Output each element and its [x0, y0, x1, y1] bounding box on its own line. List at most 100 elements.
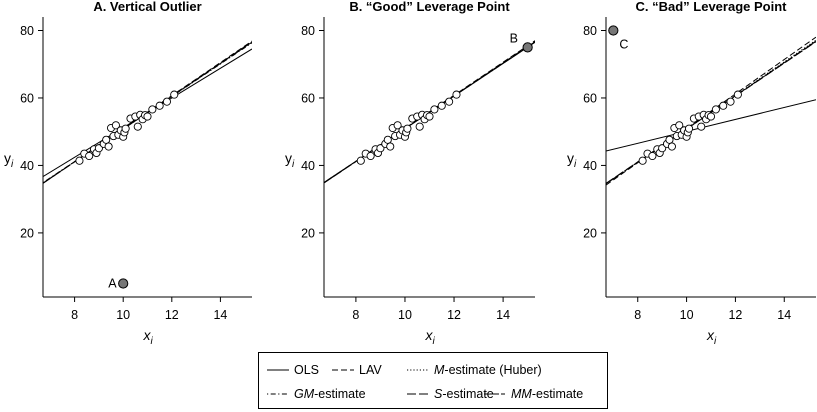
- legend-label: OLS: [294, 363, 320, 377]
- data-point: [425, 112, 434, 121]
- y-tick-label: 40: [583, 159, 597, 173]
- data-point: [719, 101, 728, 110]
- legend-label: LAV: [359, 363, 382, 377]
- x-tick-label: 10: [116, 308, 130, 322]
- legend-label: -estimate: [442, 387, 494, 401]
- legend-label: S: [434, 387, 443, 401]
- legend-label: -estimate: [314, 387, 366, 401]
- panel-2: B. “Good” Leverage Point B 8 10 12 14 20 40 60 80…: [285, 0, 535, 347]
- data-point: [675, 121, 684, 130]
- data-point: [155, 101, 164, 110]
- y-tick-label: 40: [301, 159, 315, 173]
- legend-label: -estimate (Huber): [444, 363, 542, 377]
- data-point: [366, 151, 375, 161]
- y-axis-label: yi: [285, 150, 295, 170]
- legend-label: M: [434, 363, 445, 377]
- legend-line-swatch: [267, 369, 289, 371]
- x-tick-label: 14: [213, 308, 227, 322]
- data-point: [403, 124, 412, 133]
- y-tick-label: 80: [20, 24, 34, 38]
- outlier-label: B: [510, 31, 518, 45]
- y-tick-label: 20: [301, 226, 315, 240]
- x-tick-label: 10: [680, 308, 694, 322]
- legend-line-swatch: [332, 369, 354, 371]
- data-point: [697, 122, 706, 131]
- outlier-point: [118, 278, 129, 289]
- y-tick-label: 20: [20, 226, 34, 240]
- panel-title: C. “Bad” Leverage Point: [636, 0, 788, 14]
- data-point: [121, 124, 130, 133]
- legend-label: -estimate: [531, 387, 584, 401]
- data-point: [162, 97, 171, 106]
- legend-label: MM: [511, 387, 532, 401]
- outlier-point: [522, 42, 533, 53]
- data-point: [102, 135, 111, 144]
- y-tick-label: 40: [20, 159, 34, 173]
- data-point: [711, 105, 720, 114]
- data-point: [386, 142, 395, 151]
- legend-item-mm-estimate: MM -estimate: [484, 386, 583, 402]
- legend-line-swatch: [484, 393, 506, 395]
- data-point: [452, 90, 461, 99]
- y-tick-label: 20: [583, 226, 597, 240]
- data-points: [638, 90, 742, 165]
- y-tick-label: 80: [583, 24, 597, 38]
- fit-lines: [606, 36, 816, 186]
- x-tick-label: 10: [398, 308, 412, 322]
- fit-line-lav: [606, 36, 816, 186]
- x-tick-label: 12: [447, 308, 461, 322]
- data-point: [383, 135, 392, 144]
- data-points: [75, 90, 179, 165]
- data-point: [706, 112, 716, 121]
- legend-line-swatch: [407, 369, 429, 371]
- y-axis-label: yi: [567, 150, 577, 170]
- data-point: [445, 97, 454, 106]
- x-tick-label: 12: [165, 308, 179, 322]
- data-point: [726, 97, 735, 106]
- panel-title: A. Vertical Outlier: [93, 0, 201, 14]
- x-axis-label: xi: [425, 327, 436, 347]
- legend-item-gm-estimate: GM -estimate: [267, 386, 366, 402]
- legend-item-m-estimate-huber: M -estimate (Huber): [407, 362, 542, 378]
- fit-lines: [324, 40, 535, 184]
- outlier-label: A: [108, 277, 117, 291]
- data-point: [638, 156, 647, 165]
- panel-title: B. “Good” Leverage Point: [349, 0, 510, 14]
- legend-item-ols: OLS: [267, 362, 319, 378]
- data-point: [104, 142, 113, 151]
- data-point: [648, 151, 657, 161]
- data-point: [148, 105, 157, 114]
- legend: OLS LAV M -estimate (Huber) GM -estimate S -est…: [258, 352, 608, 409]
- data-point: [133, 122, 142, 131]
- x-axis-label: xi: [143, 327, 154, 347]
- x-axis-label: xi: [706, 327, 717, 347]
- data-point: [665, 135, 674, 144]
- data-point: [111, 121, 120, 130]
- panel-3: C. “Bad” Leverage Point C 8 10 12 14 20 40 60 80 x…: [567, 0, 816, 347]
- legend-line-swatch: [267, 393, 289, 395]
- y-axis-label: yi: [4, 150, 14, 170]
- data-point: [170, 90, 179, 99]
- legend-line-swatch: [407, 393, 429, 395]
- data-point: [393, 121, 402, 130]
- data-point: [430, 105, 439, 114]
- outlier-point: [608, 25, 619, 36]
- x-tick-label: 14: [777, 308, 791, 322]
- panel-1: A. Vertical Outlier A 8 10 12 14 20 40 60 80 xi yi: [4, 0, 252, 347]
- legend-label: GM: [294, 387, 315, 401]
- data-point: [733, 90, 742, 99]
- data-point: [415, 122, 424, 131]
- data-point: [667, 142, 676, 151]
- legend-item-lav: LAV: [332, 362, 382, 378]
- legend-item-s-estimate: S -estimate: [407, 386, 494, 402]
- y-tick-label: 60: [301, 91, 315, 105]
- fit-line-ols: [606, 99, 816, 152]
- x-tick-label: 8: [352, 308, 359, 322]
- y-tick-label: 60: [20, 91, 34, 105]
- data-points: [356, 90, 461, 165]
- outlier-label: C: [619, 37, 628, 51]
- x-tick-label: 8: [71, 308, 78, 322]
- y-tick-label: 80: [301, 24, 315, 38]
- x-tick-label: 14: [496, 308, 510, 322]
